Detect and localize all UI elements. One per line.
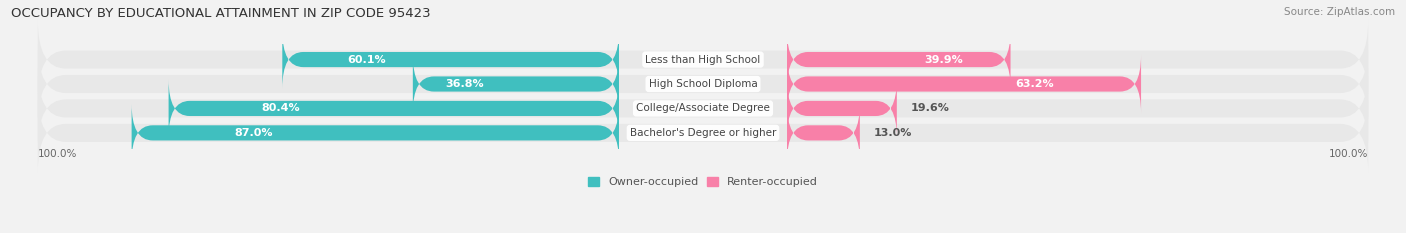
FancyBboxPatch shape [38, 20, 1368, 99]
Text: 36.8%: 36.8% [446, 79, 484, 89]
Text: High School Diploma: High School Diploma [648, 79, 758, 89]
Text: 63.2%: 63.2% [1015, 79, 1054, 89]
Text: Less than High School: Less than High School [645, 55, 761, 65]
Text: 100.0%: 100.0% [38, 149, 77, 159]
Text: 87.0%: 87.0% [235, 128, 273, 138]
FancyBboxPatch shape [38, 69, 1368, 148]
FancyBboxPatch shape [787, 55, 1142, 113]
Text: College/Associate Degree: College/Associate Degree [636, 103, 770, 113]
FancyBboxPatch shape [132, 104, 619, 162]
Text: 13.0%: 13.0% [875, 128, 912, 138]
FancyBboxPatch shape [169, 79, 619, 137]
Legend: Owner-occupied, Renter-occupied: Owner-occupied, Renter-occupied [588, 177, 818, 187]
FancyBboxPatch shape [787, 79, 897, 137]
FancyBboxPatch shape [38, 44, 1368, 124]
Text: 60.1%: 60.1% [347, 55, 385, 65]
FancyBboxPatch shape [787, 104, 860, 162]
Text: OCCUPANCY BY EDUCATIONAL ATTAINMENT IN ZIP CODE 95423: OCCUPANCY BY EDUCATIONAL ATTAINMENT IN Z… [11, 7, 430, 20]
FancyBboxPatch shape [38, 93, 1368, 173]
Text: Bachelor's Degree or higher: Bachelor's Degree or higher [630, 128, 776, 138]
Text: 100.0%: 100.0% [1329, 149, 1368, 159]
Text: 39.9%: 39.9% [924, 55, 963, 65]
Text: 19.6%: 19.6% [911, 103, 949, 113]
FancyBboxPatch shape [413, 55, 619, 113]
Text: Source: ZipAtlas.com: Source: ZipAtlas.com [1284, 7, 1395, 17]
Text: 80.4%: 80.4% [262, 103, 301, 113]
FancyBboxPatch shape [787, 31, 1011, 89]
FancyBboxPatch shape [283, 31, 619, 89]
